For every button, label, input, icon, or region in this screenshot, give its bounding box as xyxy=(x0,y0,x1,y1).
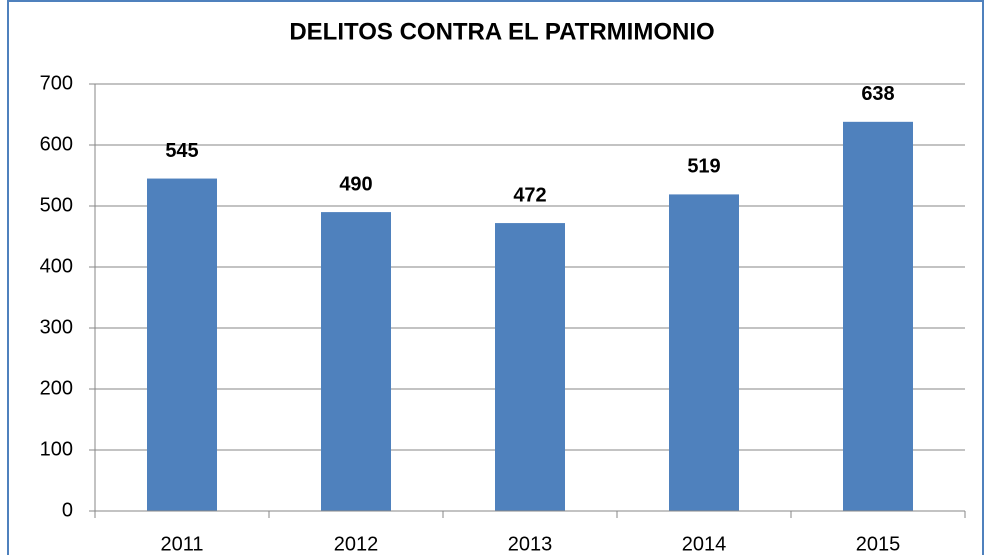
y-tick-label: 400 xyxy=(40,255,73,277)
x-tick-label: 2011 xyxy=(160,533,203,555)
bar xyxy=(147,178,217,512)
chart-title: DELITOS CONTRA EL PATRMIMONIO xyxy=(289,18,714,45)
y-tick-label: 300 xyxy=(40,316,73,338)
data-label: 638 xyxy=(861,83,894,105)
y-tick-label: 500 xyxy=(40,194,73,216)
x-tick-label: 2015 xyxy=(856,533,901,555)
data-label: 519 xyxy=(687,156,720,178)
x-tick-label: 2012 xyxy=(334,533,379,555)
data-label: 490 xyxy=(339,173,372,195)
y-tick-label: 600 xyxy=(40,133,73,155)
y-tick-label: 0 xyxy=(62,499,73,521)
x-tick-label: 2013 xyxy=(508,533,553,555)
bar xyxy=(321,212,391,511)
bar xyxy=(843,121,913,511)
bar xyxy=(495,223,565,511)
x-tick-label: 2014 xyxy=(682,533,727,555)
y-tick-label: 100 xyxy=(40,438,73,460)
y-tick-label: 700 xyxy=(40,72,73,94)
data-label: 472 xyxy=(513,184,546,206)
y-tick-label: 200 xyxy=(40,377,73,399)
data-label: 545 xyxy=(165,140,198,162)
bar xyxy=(669,194,739,511)
